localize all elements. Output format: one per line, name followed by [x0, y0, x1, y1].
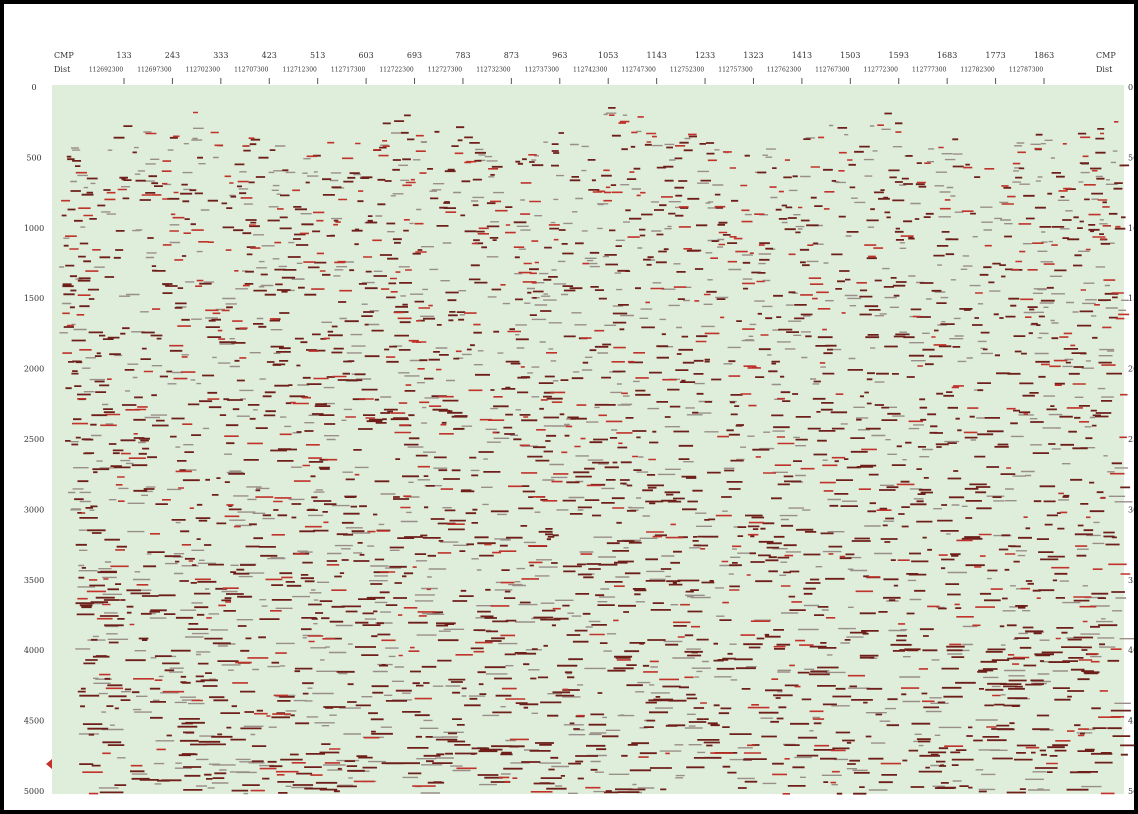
- dist-tick-label: 112742300: [573, 67, 608, 74]
- cmp-tick-label: 1503: [840, 51, 860, 60]
- dist-tick-label: 112747300: [621, 67, 656, 74]
- frame: CMP CMP Dist Dist 133 112692300 243 1126973…: [0, 0, 1138, 814]
- cmp-label: CMP: [1096, 51, 1116, 60]
- time-tick-label: 3500: [24, 576, 44, 585]
- time-tick-label: 1500: [24, 294, 44, 303]
- time-tick-label: 4000: [1128, 646, 1134, 655]
- cmp-tick-label: 783: [455, 51, 470, 60]
- cmp-tick-label: 1683: [937, 51, 957, 60]
- time-tick-label: 4000: [24, 646, 44, 655]
- cmp-tick-label: 1323: [743, 51, 763, 60]
- dist-tick-label: 112692300: [89, 67, 124, 74]
- time-tick-label: 500: [1128, 153, 1134, 162]
- time-tick-label: 2000: [24, 365, 44, 374]
- time-tick-label: 4500: [1128, 717, 1134, 726]
- dist-tick-label: 112737300: [525, 67, 560, 74]
- time-tick-label: 0: [1128, 83, 1133, 92]
- dist-tick-label: 112752300: [670, 67, 705, 74]
- marker: [46, 759, 52, 769]
- cmp-label: CMP: [54, 51, 74, 60]
- cmp-tick-label: 963: [552, 51, 567, 60]
- cmp-tick-label: 873: [504, 51, 519, 60]
- time-tick-label: 2000: [1128, 365, 1134, 374]
- plot-background: [52, 85, 1124, 794]
- cmp-tick-label: 1053: [598, 51, 618, 60]
- time-tick-label: 3500: [1128, 576, 1134, 585]
- dist-label: Dist: [54, 65, 71, 74]
- time-tick-label: 1000: [1128, 224, 1134, 233]
- dist-tick-label: 112782300: [960, 67, 995, 74]
- time-tick-label: 4500: [24, 717, 44, 726]
- time-tick-label: 0: [31, 83, 36, 92]
- cmp-tick-label: 333: [213, 51, 228, 60]
- dist-tick-label: 112762300: [767, 67, 802, 74]
- cmp-tick-label: 1863: [1034, 51, 1054, 60]
- time-tick-label: 3000: [1128, 505, 1134, 514]
- dist-tick-label: 112697300: [137, 67, 172, 74]
- time-tick-label: 1500: [1128, 294, 1134, 303]
- cmp-tick-label: 1233: [695, 51, 715, 60]
- cmp-tick-label: 603: [358, 51, 373, 60]
- cmp-tick-label: 513: [310, 51, 325, 60]
- time-tick-label: 500: [26, 153, 41, 162]
- time-tick-label: 2500: [24, 435, 44, 444]
- time-tick-label: 3000: [24, 505, 44, 514]
- cmp-tick-label: 243: [165, 51, 180, 60]
- cmp-tick-label: 423: [262, 51, 277, 60]
- dist-tick-label: 112787300: [1009, 67, 1044, 74]
- cmp-tick-label: 1143: [646, 51, 666, 60]
- dist-tick-label: 112727300: [428, 67, 463, 74]
- dist-tick-label: 112732300: [476, 67, 511, 74]
- dist-tick-label: 112777300: [912, 67, 947, 74]
- time-tick-label: 5000: [1128, 787, 1134, 796]
- time-tick-label: 1000: [24, 224, 44, 233]
- time-tick-label: 2500: [1128, 435, 1134, 444]
- dist-tick-label: 112702300: [186, 67, 221, 74]
- dist-tick-label: 112757300: [718, 67, 753, 74]
- seismic-section: CMP CMP Dist Dist 133 112692300 243 1126973…: [4, 4, 1134, 810]
- dist-tick-label: 112707300: [234, 67, 269, 74]
- dist-tick-label: 112712300: [283, 67, 318, 74]
- dist-tick-label: 112717300: [331, 67, 366, 74]
- cmp-tick-label: 1593: [889, 51, 909, 60]
- cmp-tick-label: 1773: [985, 51, 1005, 60]
- time-tick-label: 5000: [24, 787, 44, 796]
- dist-label: Dist: [1096, 65, 1113, 74]
- cmp-tick-label: 693: [407, 51, 422, 60]
- cmp-tick-label: 133: [116, 51, 131, 60]
- dist-tick-label: 112772300: [864, 67, 899, 74]
- dist-tick-label: 112722300: [379, 67, 414, 74]
- cmp-tick-label: 1413: [792, 51, 812, 60]
- dist-tick-label: 112767300: [815, 67, 850, 74]
